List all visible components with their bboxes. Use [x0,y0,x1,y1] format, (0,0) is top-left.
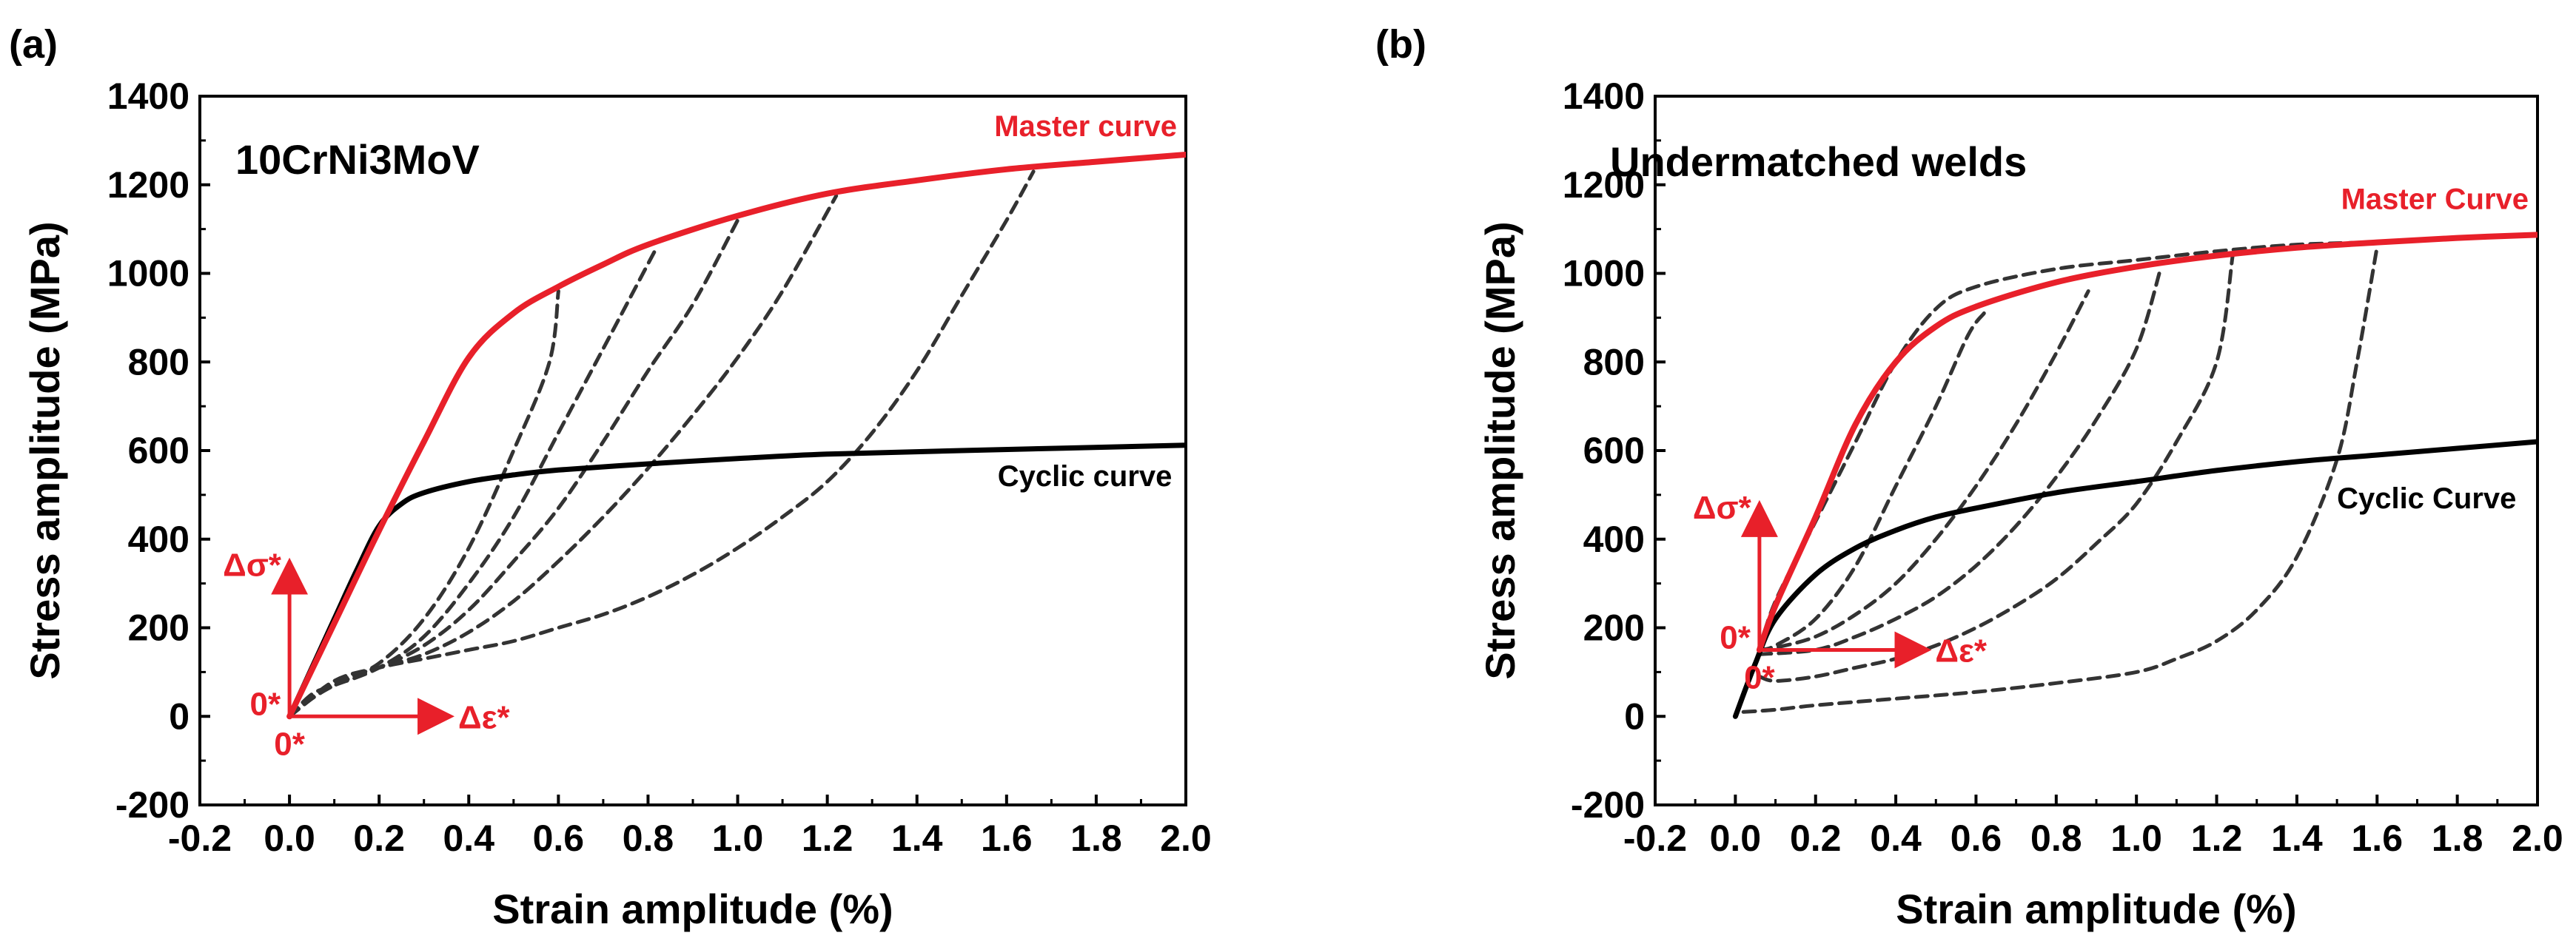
x-tick-label: 1.6 [981,818,1033,859]
y-tick-label: 1000 [1563,253,1645,294]
x-tick-label: 1.6 [2352,818,2404,859]
x-tick-label: 1.8 [2432,818,2483,859]
y-tick-label: 600 [128,430,189,471]
y-tick-label: 1000 [107,253,189,294]
master-curve-label: Master curve [994,110,1177,143]
y-tick-label: 400 [1583,519,1645,560]
y-tick-label: 0 [169,695,189,737]
hysteresis-curve-3 [287,245,660,718]
x-tick-label: 0.4 [1870,818,1922,859]
delta-sigma-label: Δσ* [223,547,282,584]
curves [286,152,1186,720]
hysteresis-curve-4 [1757,267,2163,656]
y-tick-label: 200 [128,607,189,649]
x-tick-label: 1.0 [2110,818,2162,859]
cyclic-curve-label: Cyclic curve [998,460,1173,493]
y-tick-label: 1400 [107,75,189,117]
y-tick-label: -200 [1571,784,1645,826]
normalized-axes-annotation: Δσ* Δε* 0*0* [1693,490,1988,696]
chart-panel-a: (a) -0.2 0.0 0.2 0.4 0.6 0.8 1.0 1.2 1.4 1.6 1.8 2.0… [9,22,1212,932]
master-curve-line [1756,232,2538,653]
x-tick-label: 1.2 [2191,818,2243,859]
y-tick-label: 400 [128,519,189,560]
y-axis-title: Stress amplitude (MPa) [21,221,68,679]
y-tick-label: 600 [1583,430,1645,471]
y-tick-label: 200 [1583,607,1645,649]
x-tick-label: -0.2 [1623,818,1687,859]
hysteresis-curve-2 [1757,311,1986,652]
x-tick-label: 0.0 [1710,818,1762,859]
y-tick-label: -200 [115,784,189,826]
x-tick-label: 1.4 [2271,818,2323,859]
cyclic-curve-line [1732,439,2538,719]
hysteresis-curve-7 [1757,240,2379,652]
x-tick-label: 0.6 [533,818,585,859]
hysteresis-curve-3 [1757,289,2090,652]
panel-label: (a) [9,22,58,67]
x-tick-label: 0.4 [443,818,495,859]
origin-label-y: 0* [1720,619,1751,656]
y-axis-title: Stress amplitude (MPa) [1477,221,1523,679]
chart-panel-b: (b) -0.2 0.0 0.2 0.4 0.6 0.8 1.0 1.2 1.4 1.6 1.8 2.0… [1375,22,2563,932]
normalized-axes-annotation: Δσ* Δε* 0* 0* [223,547,510,763]
y-tick-label: 0 [1624,695,1645,737]
y-tick-label: 800 [1583,341,1645,382]
x-tick-label: 0.2 [353,818,405,859]
hysteresis-curve-6 [287,169,1036,718]
x-tick-label: 1.8 [1070,818,1122,859]
x-tick-label: 1.0 [712,818,764,859]
x-tick-label: 2.0 [2512,818,2563,859]
material-title: 10CrNi3MoV [235,136,480,183]
origin-label-x: 0* [1744,659,1775,695]
hysteresis-curve-2 [287,289,560,718]
x-axis-title: Strain amplitude (%) [492,886,893,932]
x-tick-label: 0.8 [2030,818,2082,859]
master-curve-line [286,152,1186,720]
x-axis-title: Strain amplitude (%) [1896,886,2296,932]
panel-label: (b) [1375,22,1426,67]
x-tick-label: 2.0 [1160,818,1212,859]
origin-label-x: 0* [274,726,305,762]
hysteresis-curve-5 [1757,254,2235,683]
y-tick-label: 1200 [1563,164,1645,206]
delta-epsilon-label: Δε* [458,699,511,735]
cyclic-curve-label: Cyclic Curve [2337,482,2516,515]
y-tick-label: 800 [128,341,189,382]
material-title: Undermatched welds [1610,138,2027,185]
delta-epsilon-label: Δε* [1935,633,1988,669]
x-tick-label: 0.8 [623,818,674,859]
y-tick-label: 1400 [1563,75,1645,117]
delta-sigma-label: Δσ* [1693,490,1752,526]
x-tick-label: -0.2 [168,818,232,859]
hysteresis-curve-6 [1741,245,2379,714]
x-tick-label: 0.0 [264,818,315,859]
origin-label-y: 0* [249,686,281,722]
master-curve-label: Master Curve [2341,183,2529,216]
x-tick-label: 0.6 [1951,818,2002,859]
x-tick-label: 0.2 [1790,818,1842,859]
x-tick-label: 1.2 [802,818,853,859]
curves [1732,232,2538,719]
y-tick-label: 1200 [107,164,189,206]
x-tick-label: 1.4 [891,818,943,859]
